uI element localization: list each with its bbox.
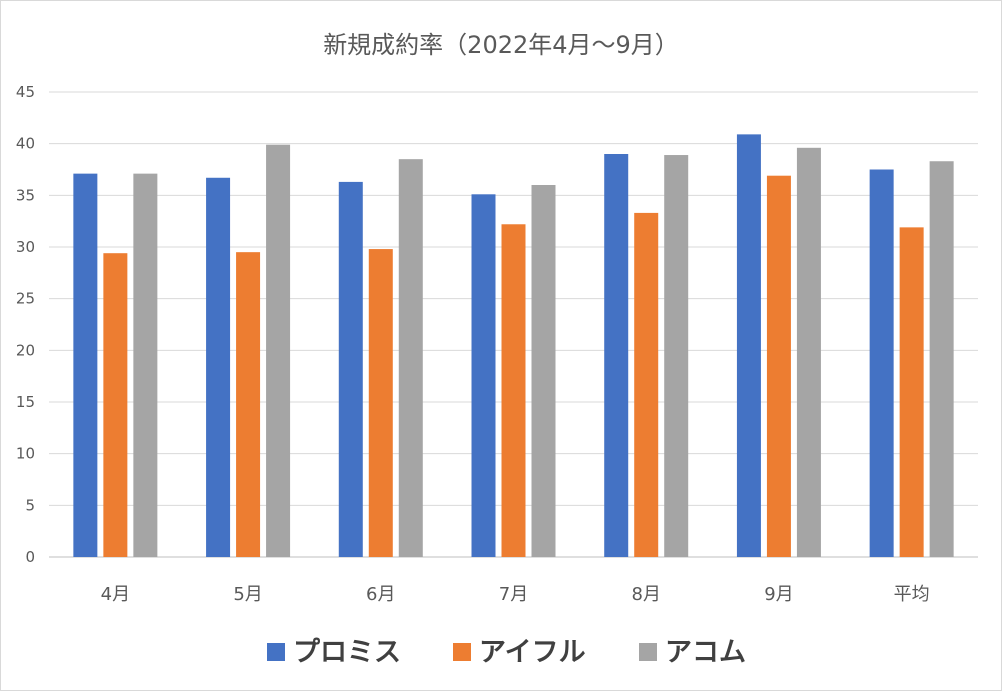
- x-category-label: 9月: [764, 584, 793, 605]
- legend-swatch-0: [267, 643, 285, 661]
- bar-2-5: [796, 147, 821, 558]
- legend-label-1: アイフル: [479, 637, 586, 668]
- y-tick-label: 0: [25, 548, 35, 566]
- x-axis-labels: 4月 5月 6月 7月 8月 9月 平均: [101, 584, 930, 605]
- y-tick-label: 10: [16, 445, 35, 463]
- y-tick-label: 5: [25, 496, 35, 514]
- bar-1-3: [501, 224, 526, 557]
- x-category-label: 8月: [631, 584, 660, 605]
- x-category-label: 7月: [499, 584, 528, 605]
- legend-swatch-1: [453, 643, 471, 661]
- legend-swatch-2: [639, 643, 657, 661]
- y-tick-label: 35: [16, 186, 35, 204]
- bar-2-2: [398, 159, 423, 557]
- bar-2-0: [133, 173, 158, 557]
- y-tick-label: 40: [16, 135, 35, 153]
- y-tick-label: 25: [16, 290, 35, 308]
- y-tick-label: 15: [16, 393, 35, 411]
- y-tick-label: 20: [16, 341, 35, 359]
- bar-0-2: [338, 181, 363, 557]
- y-tick-label: 45: [16, 83, 35, 101]
- chart-title: 新規成約率（2022年4月～9月）: [323, 31, 679, 59]
- bar-0-6: [869, 169, 894, 557]
- bar-2-4: [664, 155, 689, 558]
- bar-0-3: [471, 194, 496, 558]
- bar-1-0: [103, 253, 128, 557]
- bar-2-6: [929, 161, 954, 557]
- bar-1-6: [899, 227, 924, 557]
- bar-2-1: [266, 144, 291, 557]
- bar-2-3: [531, 185, 556, 557]
- bar-1-1: [236, 252, 261, 557]
- bars: [73, 134, 954, 558]
- x-category-label: 6月: [366, 584, 395, 605]
- legend-label-2: アコム: [665, 637, 746, 668]
- x-category-label: 5月: [233, 584, 262, 605]
- legend: プロミス アイフル アコム: [267, 637, 746, 668]
- bar-0-4: [604, 154, 629, 557]
- bar-0-5: [736, 134, 761, 557]
- bar-0-1: [206, 177, 231, 557]
- bar-1-4: [634, 212, 659, 557]
- bar-1-5: [766, 175, 791, 557]
- bar-0-0: [73, 173, 98, 557]
- y-tick-label: 30: [16, 238, 35, 256]
- legend-label-0: プロミス: [293, 637, 401, 668]
- x-category-label: 4月: [101, 584, 130, 605]
- bar-1-2: [368, 249, 393, 558]
- x-category-label: 平均: [894, 584, 930, 605]
- y-axis-ticks: 0 5 10 15 20 25 30 35 40 45: [16, 83, 35, 566]
